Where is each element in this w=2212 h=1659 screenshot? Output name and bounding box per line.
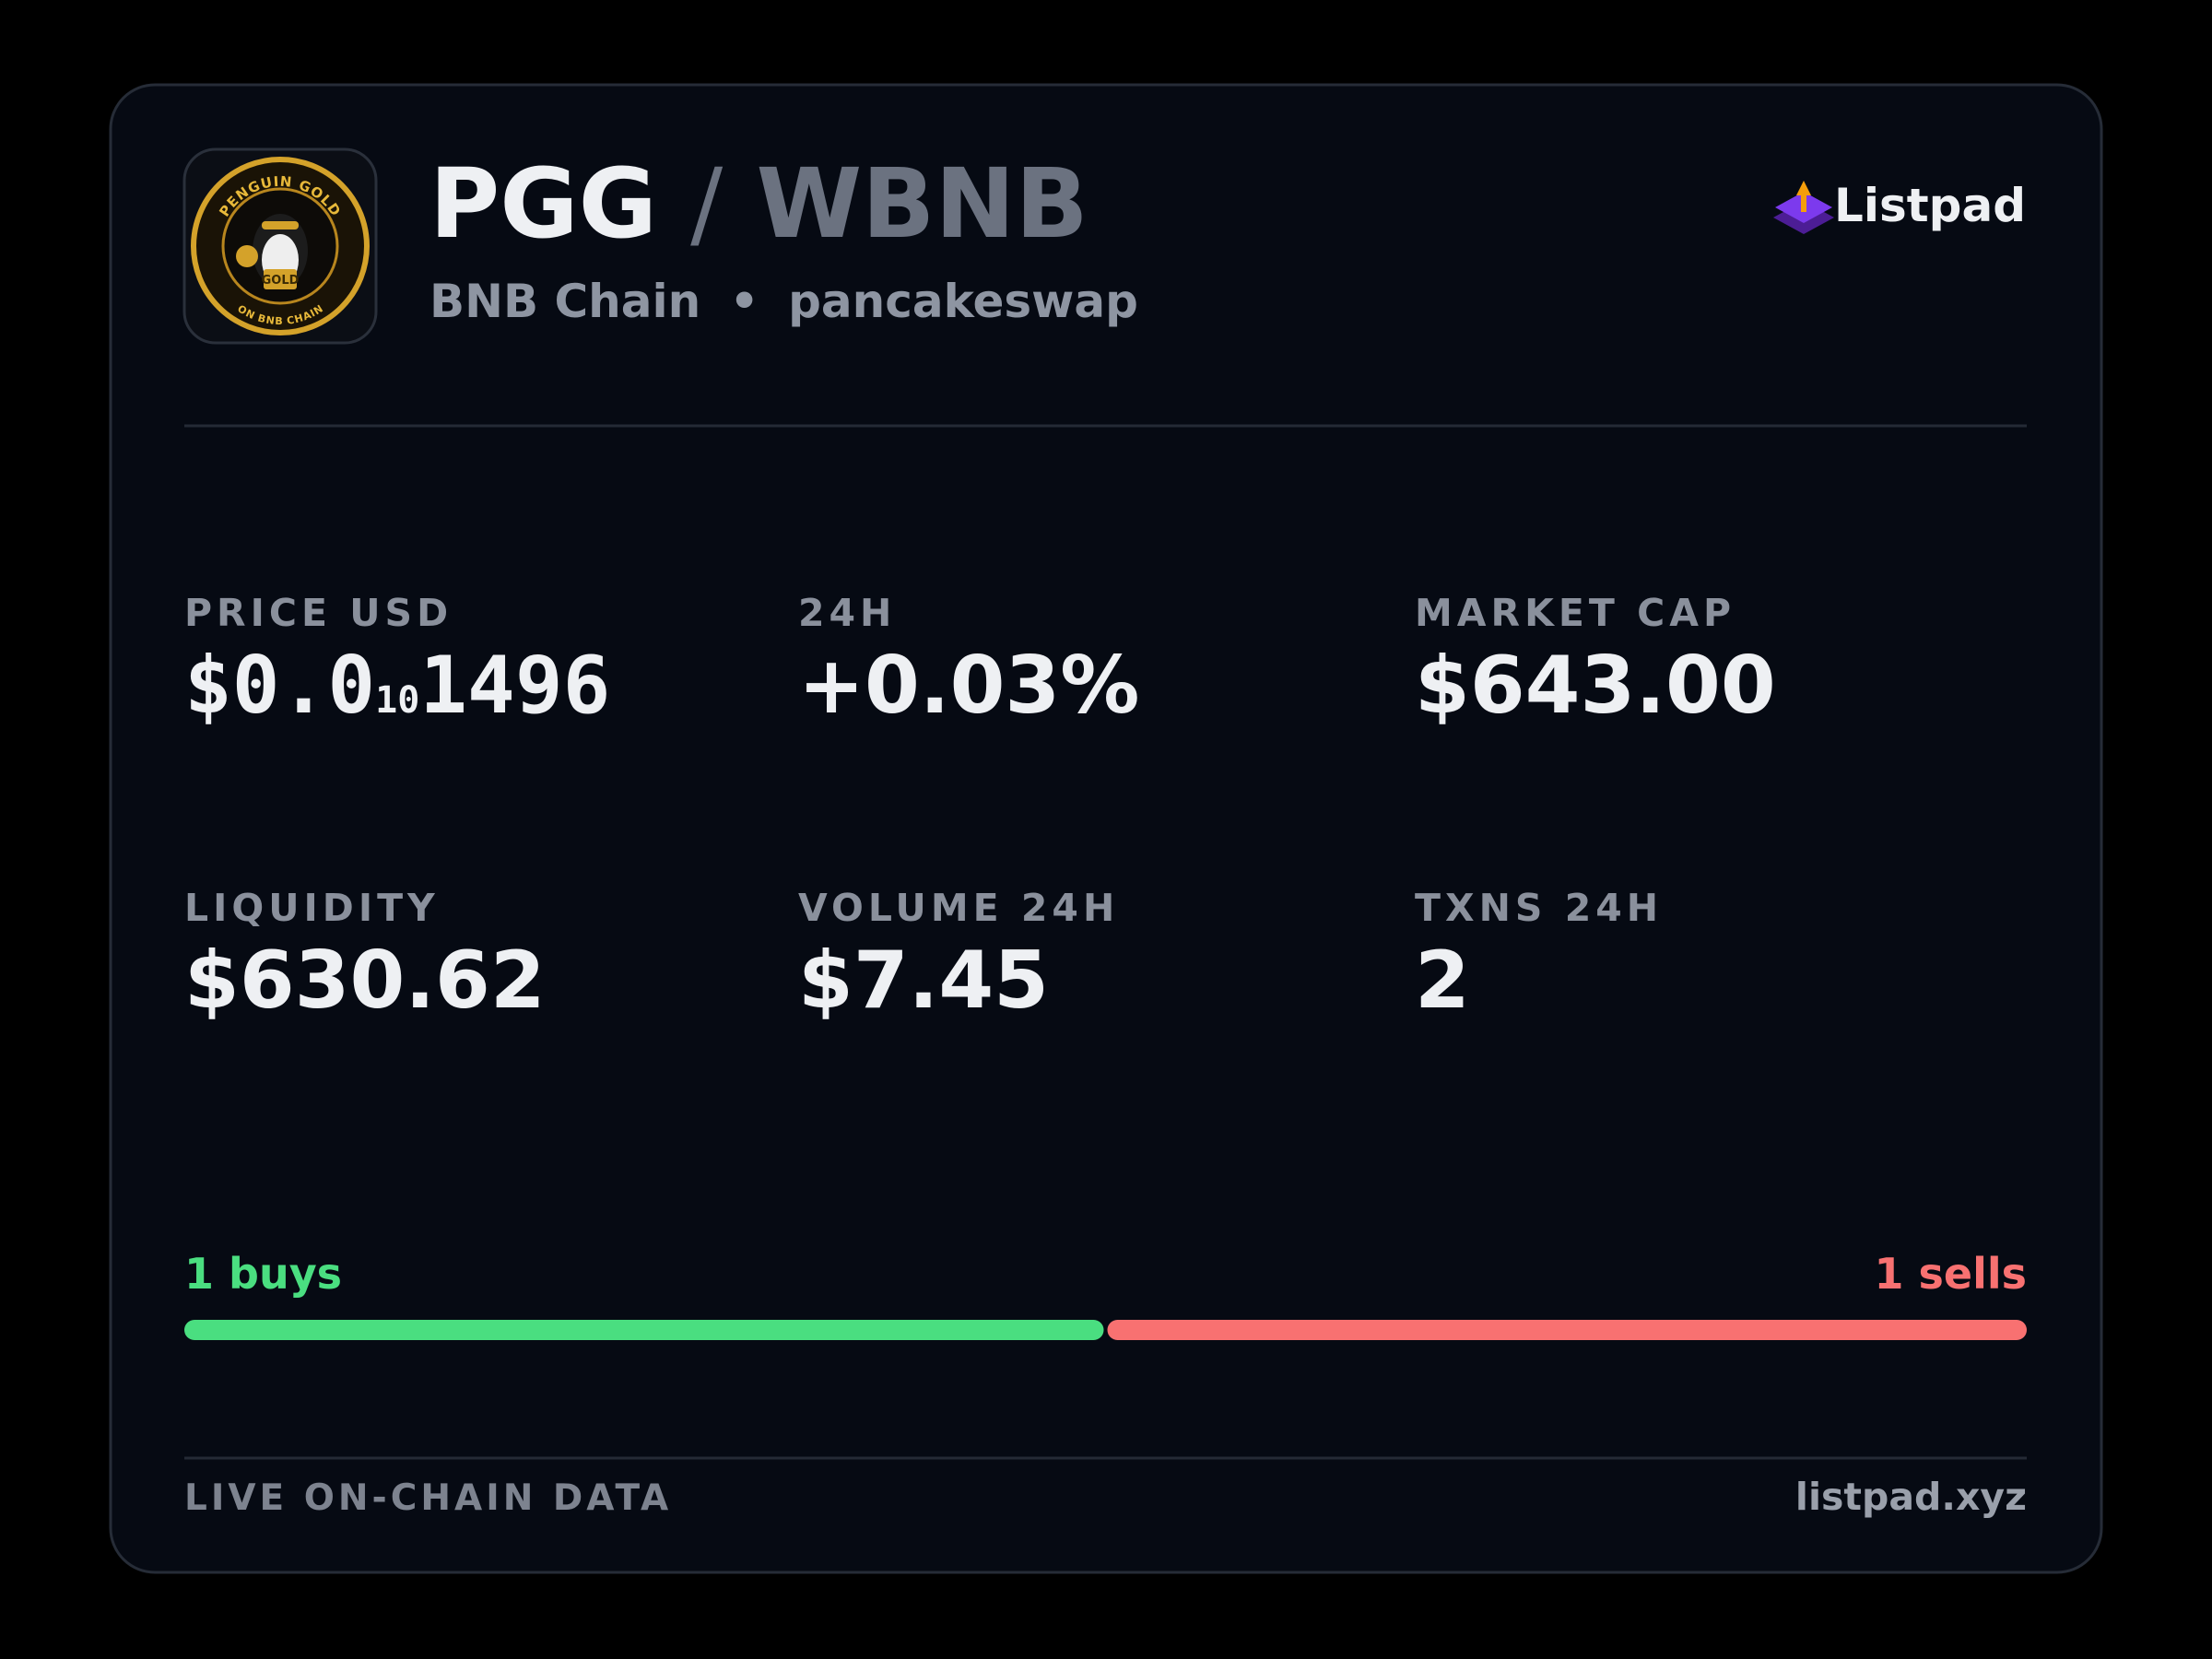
dex: pancakeswap <box>788 275 1138 328</box>
stat-label: 24H <box>798 591 896 635</box>
base-symbol: PGG <box>429 147 657 260</box>
stat-value: +0.03% <box>798 640 1139 732</box>
stat-label: MARKET CAP <box>1415 591 1735 635</box>
price-digits: 1496 <box>419 640 610 732</box>
pair-title: PGG / WBNB <box>429 147 1088 260</box>
brand-name: Listpad <box>1834 179 2026 232</box>
stat-value: $7.45 <box>798 935 1049 1027</box>
buys-label: 1 buys <box>184 1249 342 1299</box>
stat-value: $0.0101496 <box>184 640 610 732</box>
stat-label: TXNS 24H <box>1415 886 1663 930</box>
buys-segment <box>184 1320 1104 1340</box>
separator: / <box>690 147 724 260</box>
chain: BNB Chain <box>429 275 700 328</box>
quote-symbol: WBNB <box>756 147 1088 260</box>
bullet: • <box>730 275 759 328</box>
footer-right: listpad.xyz <box>1795 1475 2027 1519</box>
price-zeros: 10 <box>375 679 419 722</box>
stat-label: PRICE USD <box>184 591 453 635</box>
sells-label: 1 sells <box>1874 1249 2027 1299</box>
stats-grid: PRICE USD $0.0101496 24H +0.03% MARKET CAP $6… <box>184 591 1776 1027</box>
price-prefix: $0.0 <box>184 640 375 732</box>
pair-subtitle: BNB Chain • pancakeswap <box>429 275 1138 328</box>
stat-label: LIQUIDITY <box>184 886 440 930</box>
stat-value: $630.62 <box>184 935 546 1027</box>
stat-label: VOLUME 24H <box>798 886 1119 930</box>
stat-value: 2 <box>1415 935 1470 1027</box>
stat-value: $643.00 <box>1415 640 1776 732</box>
brand-icon <box>1773 181 1834 234</box>
footer-left: LIVE ON-CHAIN DATA <box>184 1477 672 1519</box>
logo-badge: GOLD <box>262 274 300 288</box>
buy-sell-bar <box>184 1320 2027 1340</box>
card-frame <box>109 83 2103 1574</box>
sells-segment <box>1107 1320 2027 1340</box>
token-logo: GOLD PENGUIN GOLD ON BNB CHAIN <box>182 147 378 345</box>
